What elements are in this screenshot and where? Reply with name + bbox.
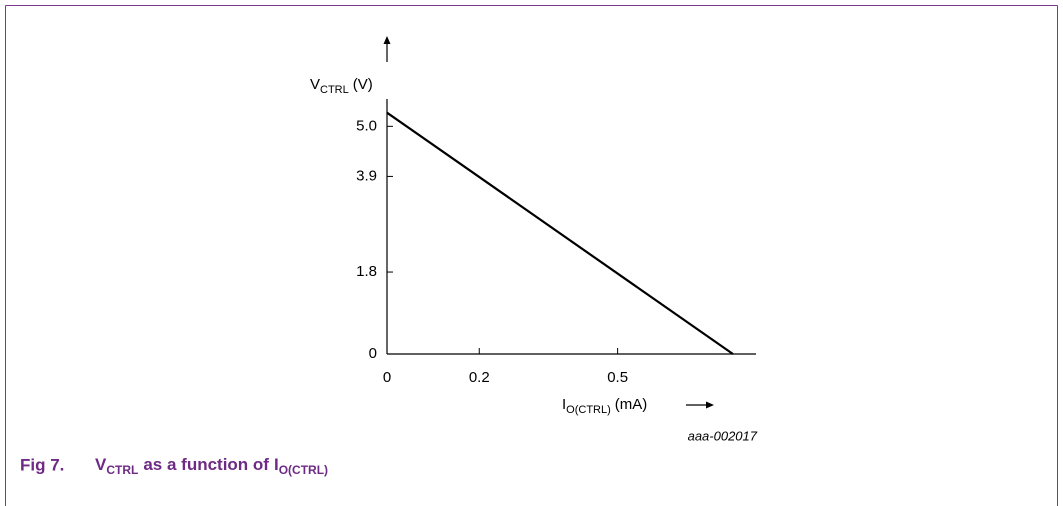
y-tick-label: 0 (369, 345, 377, 362)
y-tick-label: 3.9 (356, 167, 377, 184)
caption-number: Fig 7. (20, 455, 64, 474)
x-tick-label: 0 (383, 369, 391, 386)
line-series (386, 111, 734, 355)
x-tick-label: 0.2 (469, 369, 490, 386)
x-axis-label: IO(CTRL) (mA) (562, 396, 647, 416)
frame (5, 5, 1058, 506)
x-arrow (686, 401, 714, 409)
figure-code: aaa-002017 (688, 428, 758, 443)
y-axis-label: VCTRL (V) (310, 76, 373, 96)
caption-text: VCTRL as a function of IO(CTRL) (95, 455, 328, 477)
x-tick-label: 0.5 (607, 369, 628, 386)
y-arrow (383, 36, 391, 62)
y-tick-label: 5.0 (356, 117, 377, 134)
y-tick-label: 1.8 (356, 263, 377, 280)
